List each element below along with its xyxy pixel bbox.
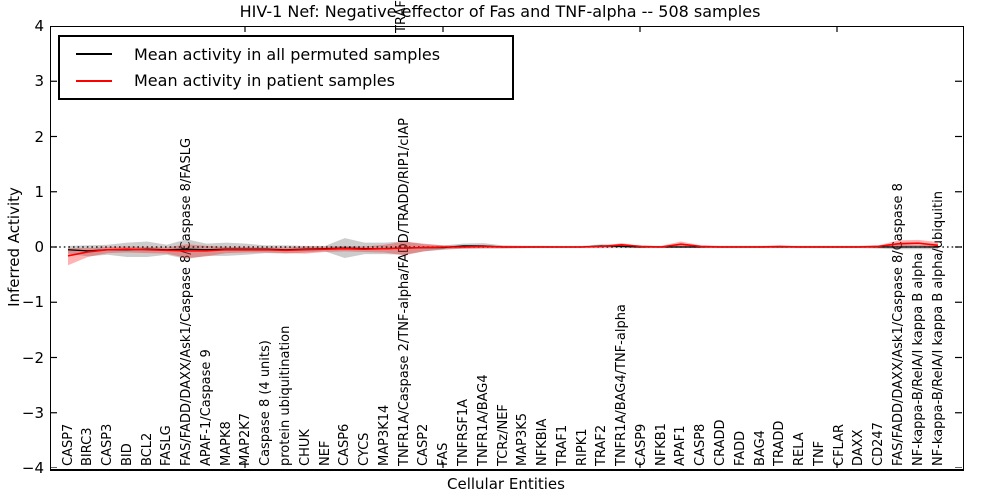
- legend-line-swatch-black: [76, 53, 112, 56]
- y-tick-label: −4: [21, 459, 44, 477]
- entity-label: FAS/FADD/DAXX/Ask1/Caspase 8/Caspase 8/F…: [179, 137, 195, 466]
- y-tick-label: 1: [34, 182, 44, 201]
- y-tick-label: 2: [34, 127, 44, 146]
- y-tick-label: −1: [21, 293, 44, 312]
- entity-label: MAPK8: [218, 421, 234, 466]
- entity-label: RELA: [792, 432, 808, 466]
- entity-label: FADD: [732, 430, 748, 466]
- entity-label: BAG4: [752, 430, 768, 466]
- entity-label: CASP2: [416, 423, 432, 466]
- entity-label-overflow-fragment: TRAF: [394, 0, 409, 33]
- entity-label: NEF: [317, 440, 333, 466]
- legend-row-patient: Mean activity in patient samples: [60, 71, 512, 90]
- plot-area: [50, 26, 964, 471]
- entity-label: CHUK: [297, 429, 313, 466]
- entity-label: CASP8: [693, 423, 709, 466]
- entity-label: NFKB1: [653, 423, 669, 466]
- entity-label: BCL2: [139, 432, 155, 466]
- entity-label: BID: [119, 443, 135, 466]
- x-axis-label: Cellular Entities: [447, 475, 565, 493]
- y-tick-label: −3: [21, 403, 44, 422]
- legend-label-permuted: Mean activity in all permuted samples: [134, 44, 441, 64]
- legend-label-patient: Mean activity in patient samples: [134, 71, 395, 91]
- legend-box: Mean activity in all permuted samples Me…: [58, 35, 514, 100]
- entity-label: TNFR1A/BAG4/TNF-alpha: [614, 304, 630, 466]
- entity-label: FAS/FADD/DAXX/Ask1/Caspase 8/Caspase 8: [890, 183, 906, 466]
- entity-label: TRAF2: [594, 424, 610, 466]
- entity-label: CASP7: [60, 423, 76, 466]
- entity-label: CD247: [871, 422, 887, 466]
- entity-label: FASLG: [159, 425, 175, 466]
- entity-label: TNFR1A/Caspase 2/TNF-alpha/FADD/TRADD/RI…: [396, 118, 412, 466]
- entity-label: TRAF1: [554, 424, 570, 466]
- entity-label: CFLAR: [831, 423, 847, 466]
- entity-label: MAP3K5: [515, 412, 531, 466]
- entity-label: protein ubiquitination: [278, 325, 293, 466]
- chart-title: HIV-1 Nef: Negative effector of Fas and …: [239, 2, 761, 21]
- y-tick-label: 0: [34, 238, 44, 256]
- entity-label: BIRC3: [80, 427, 96, 467]
- y-tick-label: 4: [34, 17, 44, 35]
- entity-label: NFKBIA: [535, 418, 551, 466]
- entity-label: FAS: [436, 442, 452, 466]
- entity-label: MAP2K7: [238, 412, 254, 466]
- entity-label: Caspase 8 (4 units): [258, 340, 274, 466]
- entity-label: RIPK1: [574, 428, 590, 466]
- entity-label: CASP6: [337, 423, 353, 466]
- legend-line-swatch-red: [76, 79, 112, 82]
- entity-label: APAF-1/Caspase 9: [198, 349, 214, 466]
- entity-label: DAXX: [851, 429, 867, 467]
- entity-label: MAP3K14: [376, 404, 392, 466]
- entity-label: TRADD: [772, 420, 788, 466]
- entity-label: CASP9: [633, 423, 649, 466]
- entity-label: CRADD: [713, 419, 728, 467]
- entity-label: CASP3: [100, 423, 116, 466]
- entity-label: NF-kappa-B/RelA/I kappa B alpha: [910, 252, 926, 466]
- entity-label: CYCS: [357, 432, 373, 466]
- entity-label: APAF1: [673, 425, 689, 466]
- y-tick-label: 3: [34, 72, 44, 91]
- legend-row-permuted: Mean activity in all permuted samples: [60, 45, 512, 64]
- entity-label: TNF: [811, 440, 827, 466]
- entity-label: TCRz/NEF: [495, 404, 511, 466]
- entity-label: TNFR1A/BAG4: [475, 374, 491, 466]
- entity-label: TNFRSF1A: [455, 398, 471, 466]
- entity-label: NF-kappa-B/RelA/I kappa B alpha/ubiquiti…: [930, 191, 946, 466]
- y-tick-label: −2: [21, 348, 44, 367]
